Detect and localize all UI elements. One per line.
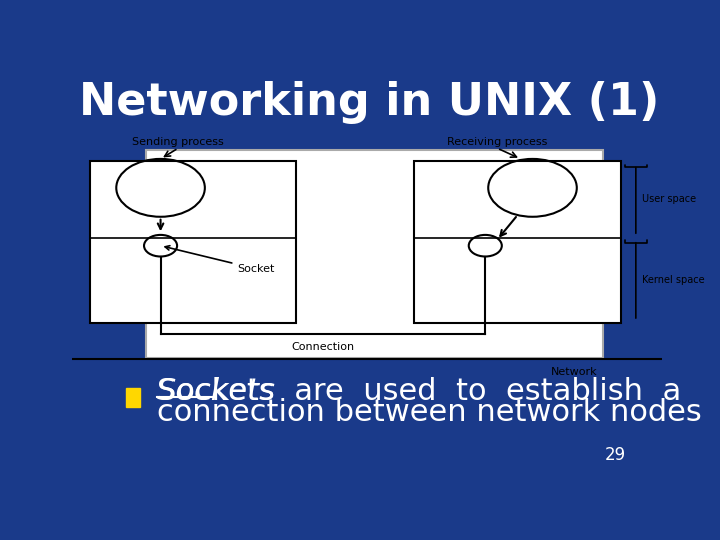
Text: Sockets  are  used  to  establish  a: Sockets are used to establish a — [157, 377, 681, 406]
Text: Receiving process: Receiving process — [447, 137, 547, 147]
Text: Network: Network — [551, 367, 597, 377]
Text: Socket: Socket — [165, 246, 275, 274]
Text: 29: 29 — [605, 446, 626, 464]
Text: Sockets: Sockets — [157, 377, 276, 406]
Text: Kernel space: Kernel space — [642, 275, 704, 286]
Text: User space: User space — [642, 194, 696, 205]
Text: connection between network nodes: connection between network nodes — [157, 399, 702, 427]
Bar — [90, 161, 297, 323]
Text: Networking in UNIX (1): Networking in UNIX (1) — [78, 80, 660, 124]
Text: Sending process: Sending process — [132, 137, 224, 147]
Bar — [126, 388, 140, 407]
Bar — [145, 150, 603, 358]
Text: Connection: Connection — [292, 342, 354, 352]
Bar — [415, 161, 621, 323]
